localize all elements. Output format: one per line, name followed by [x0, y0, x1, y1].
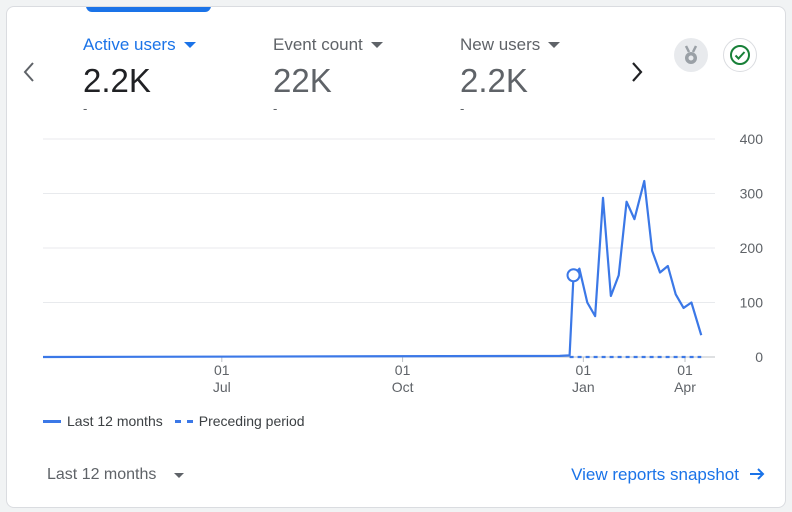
caret-down-icon	[370, 42, 383, 48]
y-tick-label: 400	[740, 131, 764, 147]
metric-active-users[interactable]: Active users 2.2K -	[83, 35, 253, 116]
summary-card: Active users 2.2K - Event count 22K - Ne…	[6, 6, 786, 508]
medal-icon[interactable]	[674, 38, 708, 72]
metric-value: 2.2K	[83, 62, 151, 99]
x-tick-day: 01	[395, 362, 411, 378]
y-tick-label: 300	[740, 186, 764, 202]
view-reports-snapshot-label: View reports snapshot	[571, 465, 739, 484]
x-tick-month: Jan	[572, 379, 595, 395]
series-line-last-12-months	[42, 179, 703, 359]
x-tick-month: Apr	[674, 379, 696, 395]
caret-down-icon	[174, 472, 185, 478]
arrow-right-icon	[749, 466, 765, 485]
legend-item-preceding-period: Preceding period	[174, 413, 305, 429]
y-tick-label: 0	[755, 349, 763, 365]
metric-label: Event count	[273, 35, 363, 54]
date-range-label: Last 12 months	[47, 466, 157, 483]
metric-new-users[interactable]: New users 2.2K -	[460, 35, 630, 116]
legend-label: Last 12 months	[67, 413, 163, 429]
x-tick-month: Jul	[213, 379, 231, 395]
legend-item-last-12-months: Last 12 months	[43, 413, 163, 429]
active-tab-indicator	[86, 7, 211, 12]
x-tick-day: 01	[576, 362, 592, 378]
caret-down-icon	[548, 42, 561, 48]
date-range-dropdown[interactable]: Last 12 months	[47, 466, 185, 484]
chevron-right-icon[interactable]	[629, 59, 645, 89]
x-tick-month: Oct	[392, 379, 414, 395]
metric-value: 2.2K	[460, 62, 528, 99]
metric-label: Active users	[83, 35, 176, 54]
view-reports-snapshot-link[interactable]: View reports snapshot	[571, 465, 765, 485]
check-circle-icon[interactable]	[723, 38, 757, 72]
caret-down-icon	[183, 42, 196, 48]
metric-change: -	[273, 101, 278, 116]
chart-legend: Last 12 months Preceding period	[43, 413, 317, 429]
legend-label: Preceding period	[198, 413, 305, 429]
x-tick-day: 01	[214, 362, 230, 378]
chevron-left-icon[interactable]	[21, 59, 37, 89]
y-tick-label: 100	[740, 295, 764, 311]
legend-dashed-swatch	[174, 419, 193, 423]
metric-event-count[interactable]: Event count 22K -	[273, 35, 443, 116]
highlight-point	[566, 268, 581, 283]
legend-solid-swatch	[43, 419, 61, 423]
metric-value: 22K	[273, 62, 332, 99]
y-tick-label: 200	[740, 240, 764, 256]
metric-change: -	[83, 101, 88, 116]
x-tick-day: 01	[677, 362, 693, 378]
metric-label: New users	[460, 35, 541, 54]
metric-change: -	[460, 101, 465, 116]
